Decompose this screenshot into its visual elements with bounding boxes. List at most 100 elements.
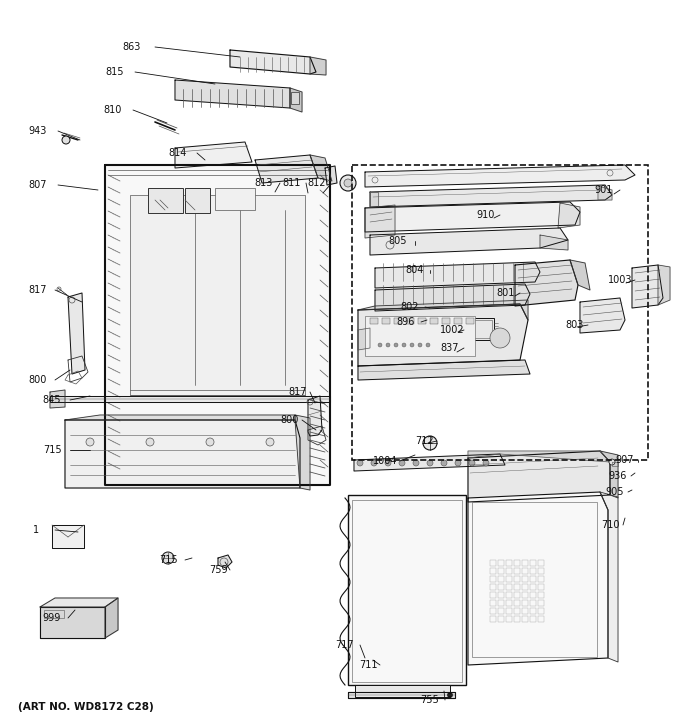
Bar: [522, 568, 528, 574]
Polygon shape: [600, 451, 618, 498]
Polygon shape: [468, 451, 610, 502]
Polygon shape: [375, 262, 540, 288]
Bar: [418, 318, 426, 324]
Circle shape: [86, 438, 94, 446]
Polygon shape: [365, 165, 635, 187]
Bar: [352, 165, 648, 460]
Text: 800: 800: [29, 375, 47, 385]
Bar: [490, 592, 496, 598]
Bar: [498, 584, 504, 590]
Bar: [498, 576, 504, 582]
Polygon shape: [468, 492, 608, 665]
Bar: [498, 592, 504, 598]
Polygon shape: [218, 555, 232, 568]
Bar: [538, 568, 544, 574]
Bar: [365, 316, 475, 356]
Bar: [490, 576, 496, 582]
Circle shape: [162, 552, 174, 564]
Text: (ART NO. WD8172 C28): (ART NO. WD8172 C28): [18, 702, 154, 712]
Circle shape: [402, 343, 406, 347]
Polygon shape: [370, 185, 612, 207]
Polygon shape: [600, 492, 618, 662]
Bar: [352, 500, 462, 682]
Bar: [538, 600, 544, 606]
Bar: [514, 600, 520, 606]
Circle shape: [378, 343, 382, 347]
Bar: [394, 318, 402, 324]
Bar: [490, 600, 496, 606]
Bar: [472, 502, 597, 657]
Bar: [538, 576, 544, 582]
Text: 802: 802: [401, 302, 420, 312]
Circle shape: [371, 460, 377, 466]
Bar: [530, 584, 536, 590]
Polygon shape: [540, 235, 568, 250]
Bar: [348, 495, 466, 685]
Text: 1004: 1004: [373, 456, 397, 466]
Circle shape: [62, 136, 70, 144]
Polygon shape: [105, 165, 330, 485]
Circle shape: [426, 343, 430, 347]
Bar: [474, 320, 492, 338]
Bar: [522, 592, 528, 598]
Circle shape: [427, 460, 433, 466]
Polygon shape: [310, 57, 326, 75]
Polygon shape: [348, 692, 455, 698]
Bar: [498, 600, 504, 606]
Circle shape: [447, 692, 452, 697]
Bar: [370, 318, 378, 324]
Bar: [215, 188, 255, 210]
Polygon shape: [598, 186, 612, 200]
Bar: [506, 584, 512, 590]
Text: 901: 901: [595, 185, 613, 195]
Text: 999: 999: [43, 613, 61, 623]
Text: 805: 805: [389, 236, 407, 246]
Bar: [506, 560, 512, 566]
Bar: [514, 616, 520, 622]
Polygon shape: [358, 360, 530, 380]
Polygon shape: [230, 50, 316, 74]
Circle shape: [490, 328, 510, 348]
Bar: [530, 608, 536, 614]
Bar: [514, 560, 520, 566]
Circle shape: [386, 343, 390, 347]
Text: 810: 810: [104, 105, 122, 115]
Bar: [538, 560, 544, 566]
Polygon shape: [40, 598, 118, 607]
Bar: [522, 608, 528, 614]
Polygon shape: [580, 298, 625, 333]
Bar: [538, 584, 544, 590]
Bar: [442, 318, 450, 324]
Polygon shape: [50, 396, 330, 402]
Polygon shape: [365, 205, 395, 238]
Polygon shape: [65, 415, 295, 420]
Circle shape: [385, 460, 391, 466]
Text: 711: 711: [359, 660, 377, 670]
Circle shape: [455, 460, 461, 466]
Polygon shape: [50, 390, 65, 408]
Text: 910: 910: [477, 210, 495, 220]
Polygon shape: [65, 420, 300, 488]
Bar: [506, 576, 512, 582]
Bar: [490, 568, 496, 574]
Bar: [490, 560, 496, 566]
Circle shape: [206, 438, 214, 446]
Text: 800: 800: [281, 415, 299, 425]
Circle shape: [418, 343, 422, 347]
Bar: [498, 560, 504, 566]
Bar: [406, 318, 414, 324]
Text: 845: 845: [43, 395, 61, 405]
Text: 715: 715: [43, 445, 61, 455]
Bar: [530, 592, 536, 598]
Bar: [498, 568, 504, 574]
Circle shape: [609, 459, 615, 465]
Bar: [514, 568, 520, 574]
Bar: [472, 318, 494, 340]
Polygon shape: [52, 525, 84, 548]
Bar: [538, 608, 544, 614]
Text: 815: 815: [106, 67, 124, 77]
Bar: [514, 608, 520, 614]
Bar: [291, 92, 299, 104]
Bar: [498, 608, 504, 614]
Bar: [506, 600, 512, 606]
